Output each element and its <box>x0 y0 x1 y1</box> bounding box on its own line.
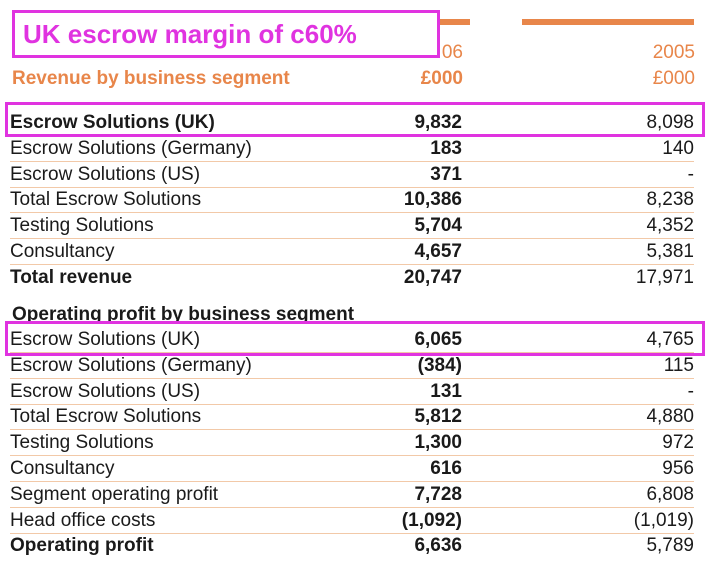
value-2006: 7,728 <box>414 483 462 505</box>
table-row: Consultancy 4,657 5,381 <box>10 239 694 265</box>
row-label: Escrow Solutions (UK) <box>10 329 201 350</box>
row-label: Testing Solutions <box>10 215 154 237</box>
value-2006: 616 <box>430 458 462 479</box>
row-label: Escrow Solutions (UK) <box>10 112 215 133</box>
value-2006: 371 <box>430 163 462 185</box>
table-row: Escrow Solutions (Germany) (384) 115 <box>10 353 694 379</box>
row-label: Head office costs <box>10 509 156 531</box>
row-label: Consultancy <box>10 458 115 479</box>
table-row: Segment operating profit 7,728 6,808 <box>10 482 694 508</box>
table-row: Consultancy 616 956 <box>10 456 694 482</box>
table-row: Escrow Solutions (Germany) 183 140 <box>10 136 694 162</box>
table-row: Head office costs (1,092) (1,019) <box>10 508 694 534</box>
revenue-section-title: Revenue by business segment <box>12 68 290 89</box>
table-row: Escrow Solutions (US) 371 - <box>10 162 694 188</box>
value-2005: - <box>687 163 694 185</box>
unit-2005-label: £000 <box>652 68 695 89</box>
year-2006-label: 06 <box>441 42 463 63</box>
row-label: Segment operating profit <box>10 483 219 505</box>
value-2006: 20,747 <box>403 266 462 288</box>
row-label: Escrow Solutions (Germany) <box>10 137 252 159</box>
value-2006: (384) <box>417 354 462 376</box>
table-row: Escrow Solutions (UK) 6,065 4,765 <box>10 327 694 353</box>
value-2006: 10,386 <box>403 189 462 211</box>
value-2005: 4,880 <box>646 406 694 428</box>
value-2006: 183 <box>430 137 462 159</box>
value-2005: 5,381 <box>646 241 694 262</box>
row-label: Testing Solutions <box>10 432 154 454</box>
table-row: Escrow Solutions (US) 131 - <box>10 379 694 405</box>
value-2005: 956 <box>662 458 694 479</box>
value-2005: 8,238 <box>646 189 694 211</box>
value-2005: 8,098 <box>646 112 694 133</box>
table-row: Testing Solutions 5,704 4,352 <box>10 213 694 240</box>
value-2005: 4,765 <box>646 329 694 350</box>
row-label: Escrow Solutions (US) <box>10 380 201 402</box>
value-2005: 17,971 <box>635 266 694 288</box>
value-2005: - <box>687 380 694 402</box>
value-2006: 9,832 <box>414 112 462 133</box>
value-2006: 6,636 <box>414 535 462 557</box>
value-2006: 4,657 <box>414 241 462 262</box>
year-2005-label: 2005 <box>652 42 695 63</box>
value-2005: 972 <box>662 432 694 454</box>
unit-2006-label: £000 <box>420 68 463 89</box>
value-2006: (1,092) <box>401 509 462 531</box>
value-2005: 115 <box>663 354 694 376</box>
value-2005: 140 <box>662 137 694 159</box>
row-label: Operating profit <box>10 535 154 557</box>
table-row: Operating profit 6,636 5,789 <box>10 533 694 559</box>
table-row: Testing Solutions 1,300 972 <box>10 430 694 457</box>
table-row: Escrow Solutions (UK) 9,832 8,098 <box>10 110 694 136</box>
table-row: Total Escrow Solutions 10,386 8,238 <box>10 187 694 214</box>
value-2005: 6,808 <box>646 483 694 505</box>
margin-callout: UK escrow margin of c60% <box>12 10 440 58</box>
value-2006: 1,300 <box>414 432 462 454</box>
row-label: Consultancy <box>10 241 115 262</box>
value-2006: 5,704 <box>414 215 462 237</box>
row-label: Total Escrow Solutions <box>10 406 202 428</box>
row-label: Escrow Solutions (US) <box>10 163 201 185</box>
row-label: Total Escrow Solutions <box>10 189 202 211</box>
profit-section-title: Operating profit by business segment <box>12 304 355 325</box>
value-2006: 5,812 <box>414 406 462 428</box>
value-2005: 5,789 <box>646 535 694 557</box>
value-2005: 4,352 <box>646 215 694 237</box>
value-2006: 131 <box>430 380 462 402</box>
value-2005: (1,019) <box>633 509 694 531</box>
row-label: Escrow Solutions (Germany) <box>10 354 252 376</box>
table-row: Total Escrow Solutions 5,812 4,880 <box>10 404 694 431</box>
row-label: Total revenue <box>10 266 133 288</box>
table-row: Total revenue 20,747 17,971 <box>10 265 694 291</box>
header-rule-2005 <box>522 19 694 25</box>
value-2006: 6,065 <box>414 329 462 350</box>
